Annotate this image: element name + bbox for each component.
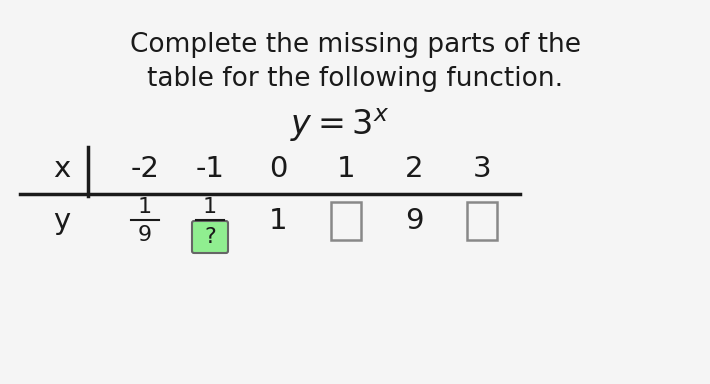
Text: x: x <box>53 155 70 183</box>
Text: -2: -2 <box>131 155 160 183</box>
Text: 1: 1 <box>203 197 217 217</box>
Text: 9: 9 <box>405 207 423 235</box>
Text: 2: 2 <box>405 155 423 183</box>
Text: Complete the missing parts of the: Complete the missing parts of the <box>129 32 581 58</box>
Text: $y = 3^x$: $y = 3^x$ <box>290 106 390 144</box>
Text: 3: 3 <box>473 155 491 183</box>
Text: y: y <box>53 207 70 235</box>
FancyBboxPatch shape <box>467 202 497 240</box>
Text: -1: -1 <box>195 155 224 183</box>
FancyBboxPatch shape <box>192 221 228 253</box>
Text: 0: 0 <box>269 155 287 183</box>
Text: 1: 1 <box>337 155 355 183</box>
Text: table for the following function.: table for the following function. <box>147 66 563 92</box>
Text: 1: 1 <box>138 197 152 217</box>
Text: ?: ? <box>204 227 216 247</box>
FancyBboxPatch shape <box>331 202 361 240</box>
Text: 1: 1 <box>268 207 288 235</box>
Text: 9: 9 <box>138 225 152 245</box>
